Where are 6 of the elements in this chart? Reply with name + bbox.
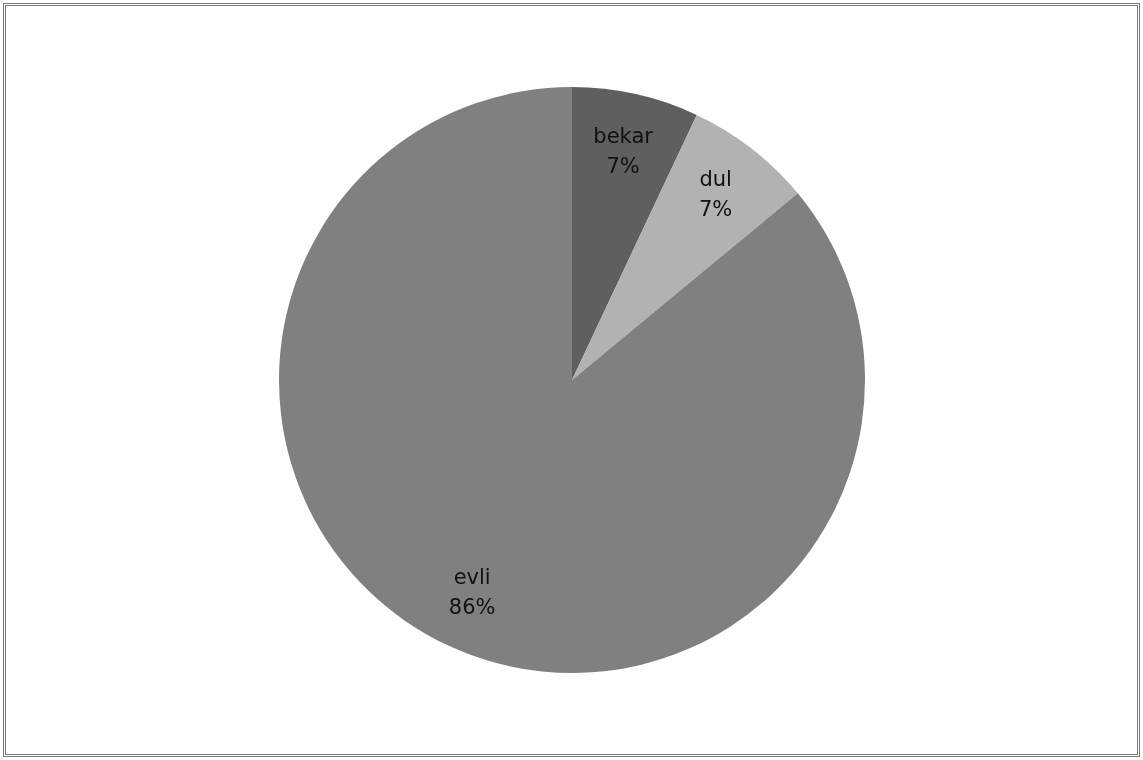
slice-label: bekar xyxy=(593,123,654,148)
data-label: 7% xyxy=(699,197,733,222)
data-label: 7% xyxy=(606,153,640,178)
slice-label: evli xyxy=(453,564,491,589)
slice-label: dul xyxy=(699,167,732,192)
data-label: 86% xyxy=(448,594,496,619)
